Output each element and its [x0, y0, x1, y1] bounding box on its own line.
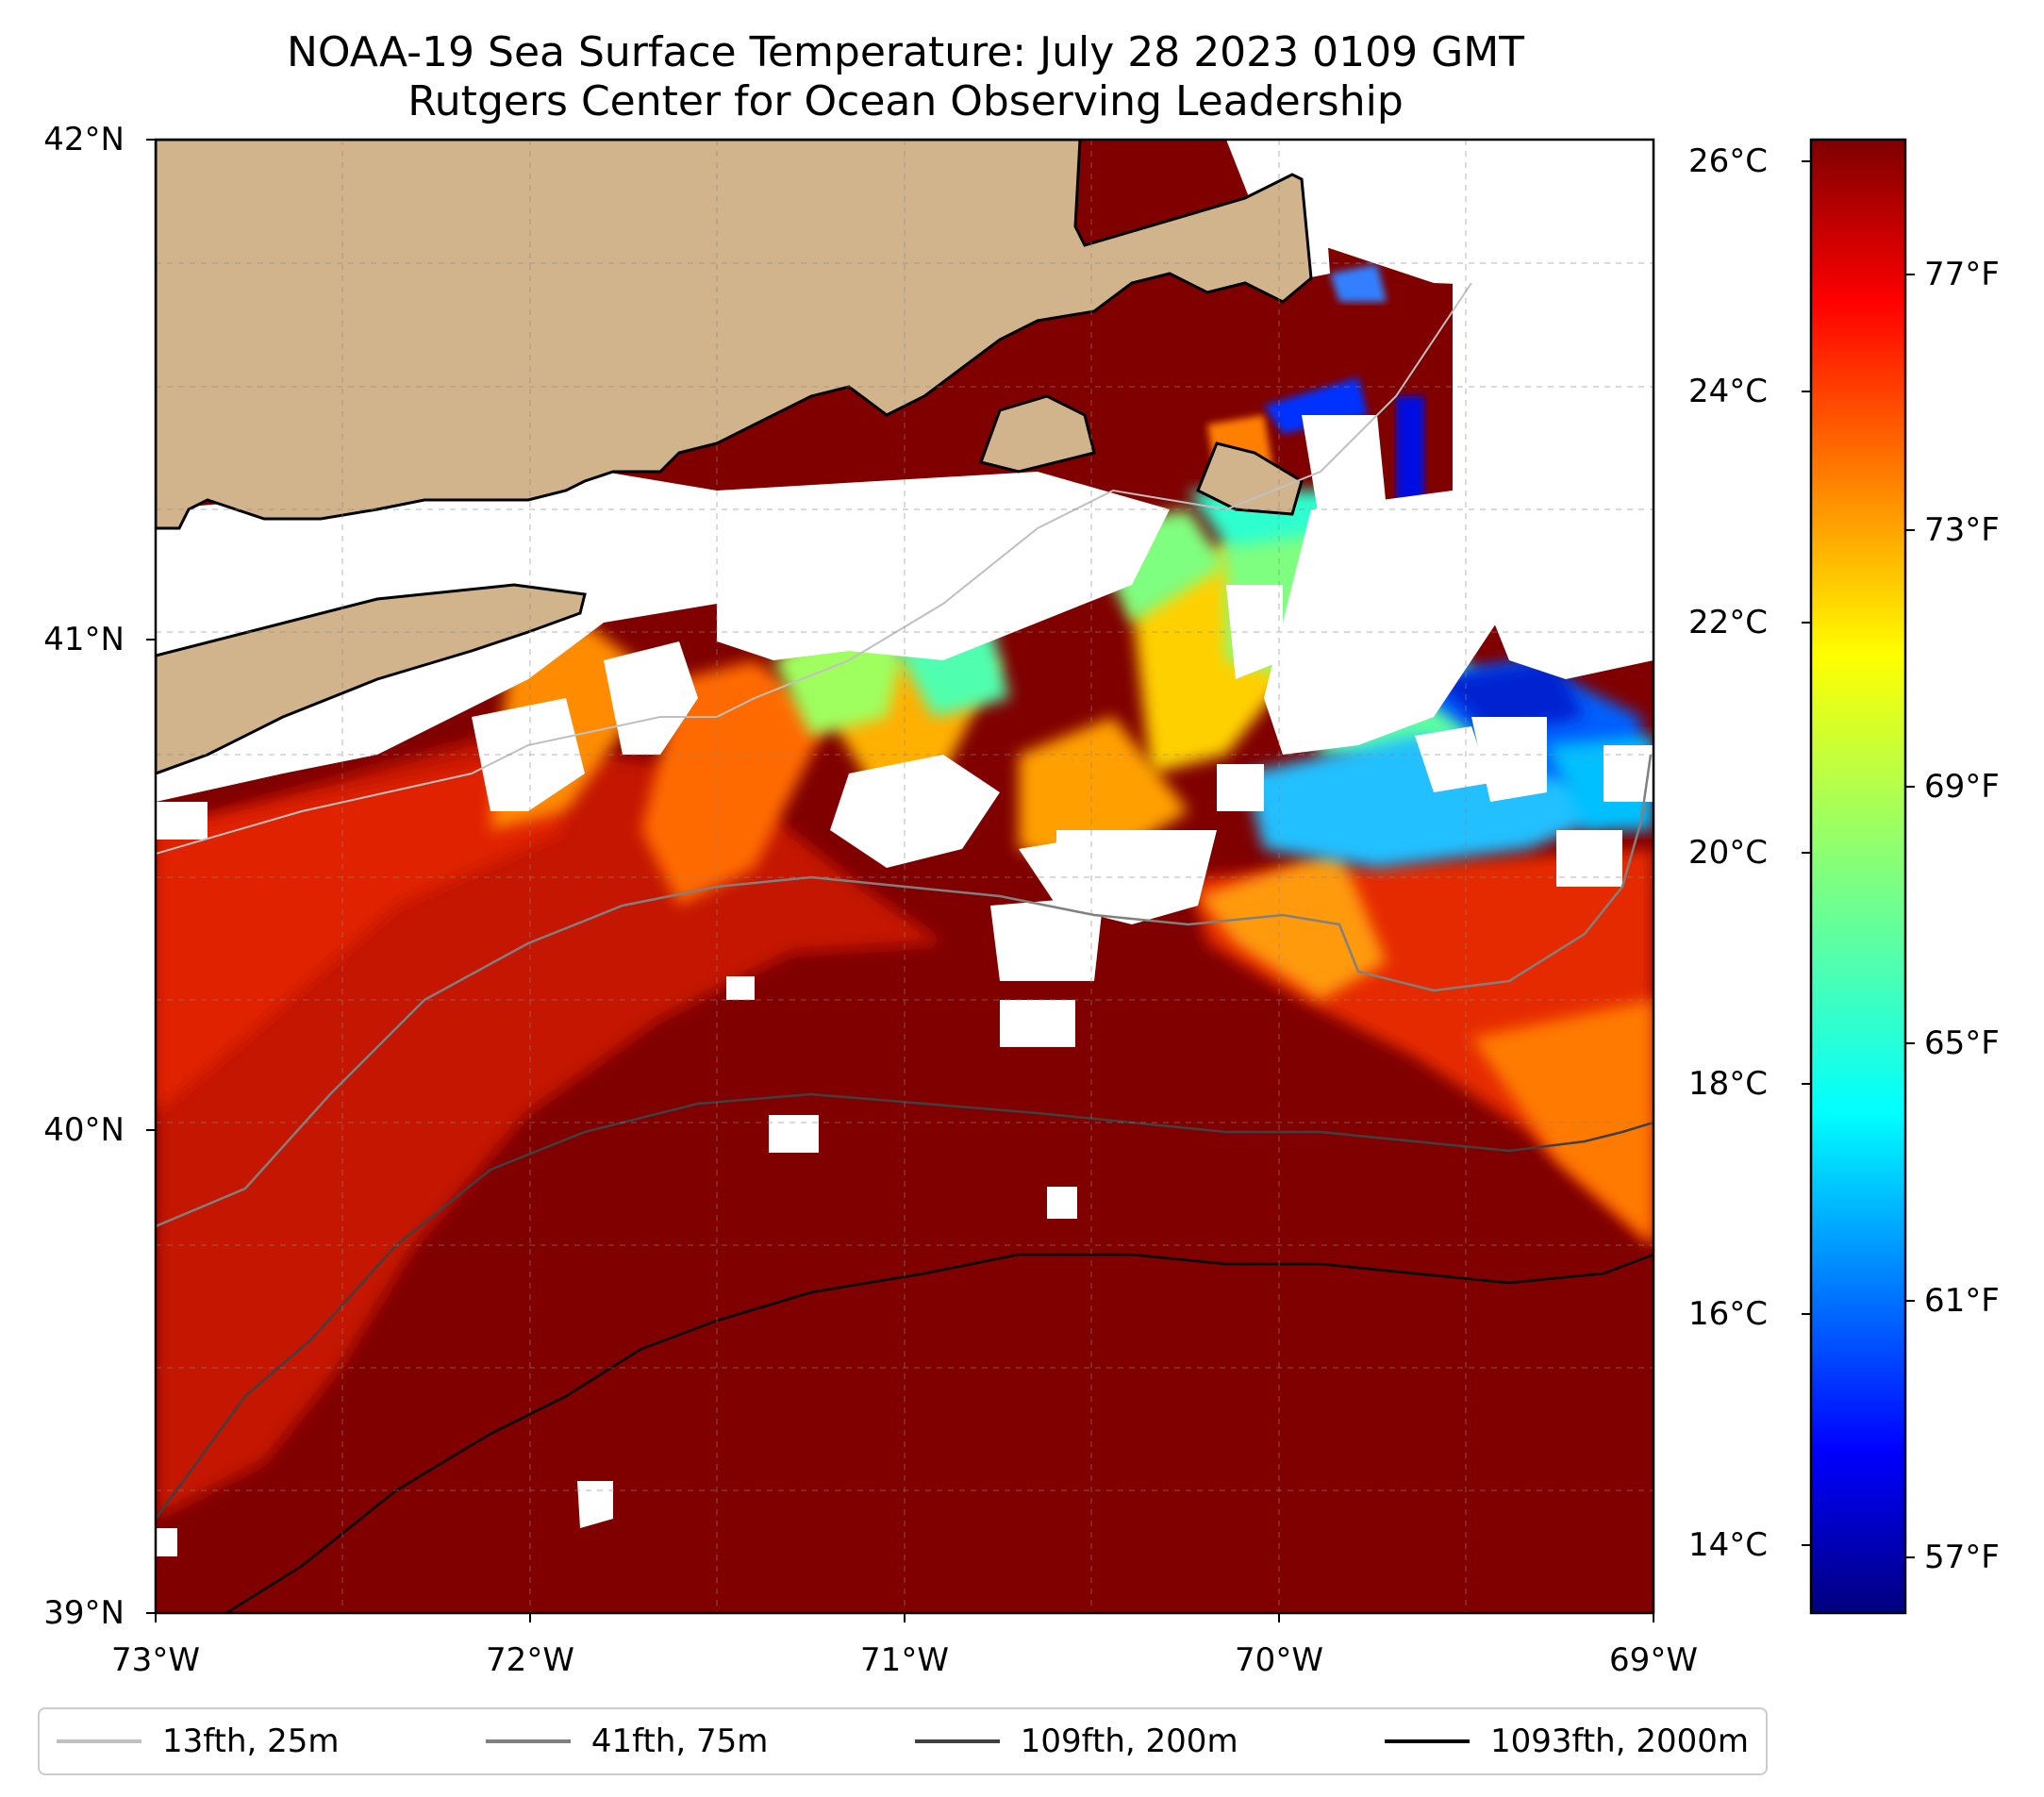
legend-line-25m	[57, 1739, 141, 1743]
lon-label-73: 73°W	[111, 1641, 200, 1679]
bathymetry-contours	[156, 282, 1653, 1613]
lon-label-70: 70°W	[1235, 1641, 1323, 1679]
legend-label-200m: 109fth, 200m	[1020, 1722, 1238, 1760]
legend-label-2000m: 1093fth, 2000m	[1489, 1722, 1749, 1760]
cbar-c-26: 26°C	[1688, 142, 1769, 180]
cbar-f-65: 65°F	[1924, 1024, 2000, 1062]
cbar-c-24: 24°C	[1688, 373, 1769, 410]
colorbar-ticks	[1802, 160, 1915, 1558]
contour-legend: 13fth, 25m 41fth, 75m 109fth, 200m 1093f…	[38, 1707, 1768, 1775]
lat-label-41: 41°N	[43, 621, 125, 658]
cbar-c-18: 18°C	[1688, 1065, 1769, 1103]
chart-title-line-2: Rutgers Center for Ocean Observing Leade…	[407, 77, 1404, 125]
cbar-c-16: 16°C	[1688, 1295, 1769, 1333]
lat-label-39: 39°N	[43, 1594, 125, 1632]
gridlines	[156, 140, 1653, 1613]
legend-item-200m: 109fth, 200m	[914, 1722, 1238, 1760]
legend-label-75m: 41fth, 75m	[590, 1722, 769, 1760]
lat-label-42: 42°N	[43, 121, 125, 158]
legend-item-75m: 41fth, 75m	[485, 1722, 769, 1760]
lat-label-40: 40°N	[43, 1111, 125, 1149]
cbar-f-77: 77°F	[1924, 256, 2000, 293]
cbar-c-20: 20°C	[1688, 834, 1769, 872]
lon-label-72: 72°W	[486, 1641, 574, 1679]
chart-title-line-1: NOAA-19 Sea Surface Temperature: July 28…	[286, 28, 1525, 76]
axis-ticks	[146, 139, 1654, 1622]
cbar-f-73: 73°F	[1924, 511, 2000, 549]
cbar-f-69: 69°F	[1924, 768, 2000, 806]
legend-label-25m: 13fth, 25m	[162, 1722, 340, 1760]
colorbar	[1809, 138, 1907, 1615]
cbar-f-57: 57°F	[1924, 1539, 2000, 1576]
cbar-c-14: 14°C	[1688, 1526, 1769, 1564]
legend-item-2000m: 1093fth, 2000m	[1384, 1722, 1749, 1760]
lon-label-71: 71°W	[860, 1641, 949, 1679]
legend-line-75m	[485, 1739, 571, 1743]
legend-item-25m: 13fth, 25m	[57, 1722, 340, 1760]
cbar-c-22: 22°C	[1688, 604, 1769, 641]
lon-label-69: 69°W	[1609, 1641, 1698, 1679]
legend-line-200m	[914, 1739, 1000, 1743]
legend-line-2000m	[1384, 1739, 1470, 1743]
cbar-f-61: 61°F	[1924, 1282, 2000, 1320]
